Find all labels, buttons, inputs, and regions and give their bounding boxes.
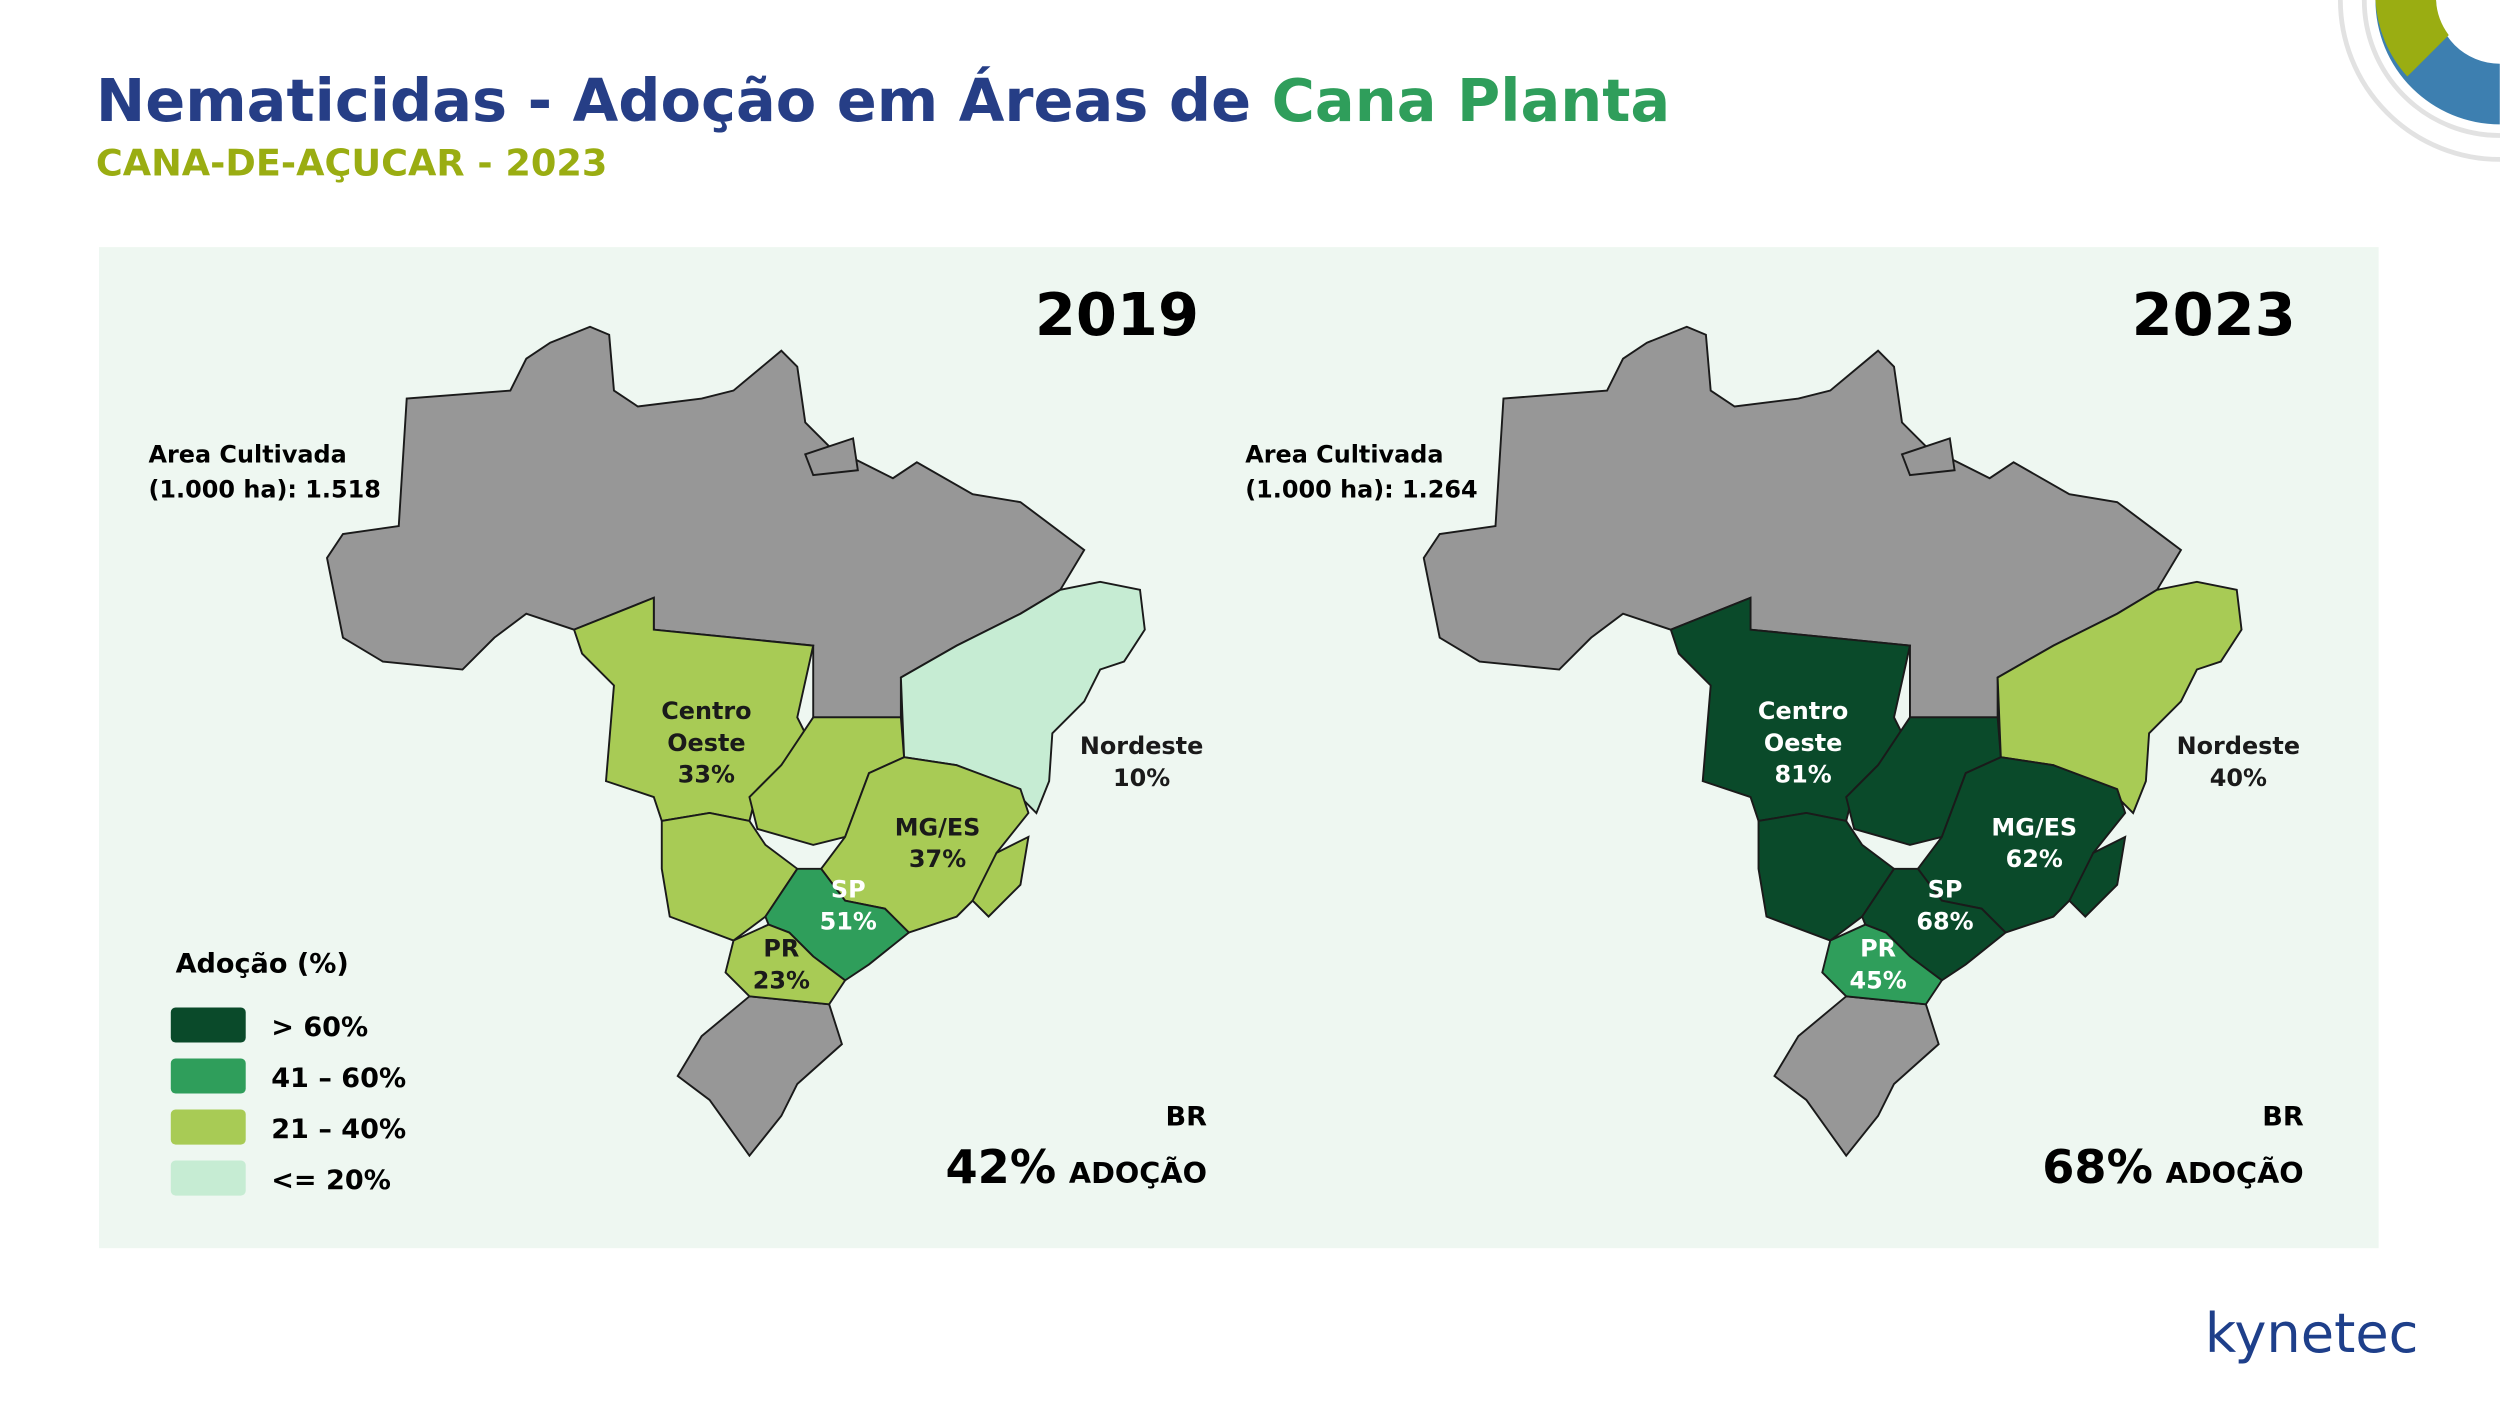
region <box>2068 835 2127 918</box>
region-name: PR <box>763 934 799 962</box>
br-value: 68% <box>2042 1140 2153 1194</box>
region-name: Centro <box>661 697 751 725</box>
br-adoption: 42% ADOÇÃO <box>946 1140 1207 1194</box>
region-value: 62% <box>2006 845 2063 873</box>
region-name: SP <box>831 875 866 903</box>
region-name: MG/ES <box>1991 813 2077 841</box>
region-name: Oeste <box>667 729 745 757</box>
title-accent: Cana Planta <box>1272 66 1671 135</box>
legend-swatch <box>170 1109 246 1145</box>
region-value: 23% <box>753 966 810 994</box>
region-value: 68% <box>1916 907 1973 935</box>
legend-label: 21 – 40% <box>271 1114 406 1145</box>
legend-swatch <box>170 1058 246 1094</box>
title: Nematicidas - Adoção em Áreas de Cana Pl… <box>96 66 1670 135</box>
gray-state <box>803 437 859 477</box>
region-name: SP <box>1928 875 1963 903</box>
year: 2023 <box>2132 280 2296 349</box>
region-value: 45% <box>1849 966 1906 994</box>
br-suffix: ADOÇÃO <box>1069 1156 1207 1190</box>
area-value: (1.000 ha): 1.264 <box>1245 475 1477 503</box>
gray-state <box>1773 995 1940 1158</box>
region <box>971 835 1030 918</box>
br-label: BR <box>2262 1101 2304 1132</box>
br-adoption: 68% ADOÇÃO <box>2042 1140 2303 1194</box>
legend-label: <= 20% <box>271 1165 391 1196</box>
deco-arc <box>2375 0 2449 77</box>
region-name: PR <box>1860 934 1896 962</box>
gray-state <box>325 325 1086 719</box>
gray-state <box>1900 437 1956 477</box>
legend-swatch <box>170 1160 246 1196</box>
region-name: Nordeste <box>1080 732 1203 760</box>
br-label: BR <box>1165 1101 1207 1132</box>
gray-state <box>1422 325 2183 719</box>
legend: Adoção (%) > 60% 41 – 60% 21 – 40% <= 20% <box>170 948 406 1196</box>
logo: kynetec <box>2205 1302 2419 1365</box>
region-value: 51% <box>820 907 877 935</box>
region-name: Nordeste <box>2177 732 2300 760</box>
region <box>724 923 847 1006</box>
map: Centro Oeste 81% Nordeste 40% MG/ES 62% SP 68% PR… <box>1245 280 2304 1194</box>
gray-state <box>676 995 844 1158</box>
map: Centro Oeste 33% Nordeste 10% MG/ES 37% SP 51% PR… <box>148 280 1207 1194</box>
br-suffix: ADOÇÃO <box>2166 1156 2304 1190</box>
legend-label: 41 – 60% <box>271 1063 406 1094</box>
legend-title: Adoção (%) <box>176 948 349 979</box>
region-value: 37% <box>909 845 966 873</box>
region-name: Centro <box>1758 697 1848 725</box>
region-value: 81% <box>1775 761 1832 789</box>
br-value: 42% <box>946 1140 1057 1194</box>
region-value: 33% <box>678 761 735 789</box>
region <box>1821 923 1944 1006</box>
title-main: Nematicidas - Adoção em Áreas de <box>96 66 1272 135</box>
year: 2019 <box>1035 280 1199 349</box>
region-value: 10% <box>1113 764 1170 792</box>
region-value: 40% <box>2210 764 2267 792</box>
subtitle: CANA-DE-AÇUCAR - 2023 <box>96 141 608 184</box>
area-label: Area Cultivada <box>148 440 346 468</box>
legend-swatch <box>170 1007 246 1043</box>
legend-label: > 60% <box>271 1012 368 1043</box>
area-value: (1.000 ha): 1.518 <box>148 475 380 503</box>
area-label: Area Cultivada <box>1245 440 1443 468</box>
region-name: Oeste <box>1764 729 1842 757</box>
region-name: MG/ES <box>895 813 981 841</box>
